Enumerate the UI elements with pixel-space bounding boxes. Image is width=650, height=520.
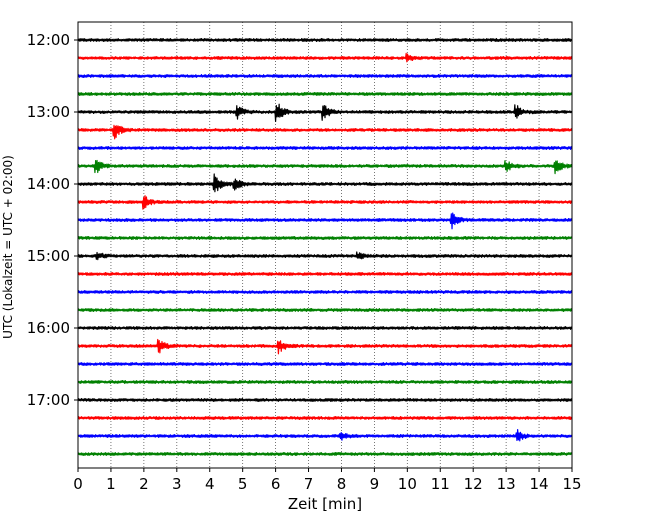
trace-1500 [77, 251, 573, 261]
seismic-traces [77, 38, 573, 456]
x-tick-label-3: 3 [172, 475, 182, 493]
trace-1730 [77, 428, 573, 442]
trace-1630 [77, 362, 573, 366]
trace-1745 [77, 452, 573, 456]
trace-1430 [77, 212, 573, 230]
plot-frame [77, 21, 573, 469]
grid-lines [110, 22, 540, 468]
trace-1600 [77, 326, 573, 330]
x-tick-label-7: 7 [304, 475, 314, 493]
y-tick-label-20: 17:00 [27, 391, 70, 409]
trace-1545 [77, 308, 573, 312]
y-tick-label-16: 16:00 [27, 319, 70, 337]
y-tick-label-0: 12:00 [27, 31, 70, 49]
x-tick-label-15: 15 [562, 475, 581, 493]
trace-1215 [77, 52, 573, 63]
x-tick-label-9: 9 [370, 475, 380, 493]
trace-1615 [77, 338, 573, 355]
x-tick-label-2: 2 [139, 475, 149, 493]
trace-1530 [77, 290, 573, 294]
y-tick-label-4: 13:00 [27, 103, 70, 121]
trace-1345 [77, 159, 573, 175]
y-tick-label-12: 15:00 [27, 247, 70, 265]
trace-1330 [77, 146, 573, 150]
trace-1515 [77, 272, 573, 276]
x-tick-label-10: 10 [398, 475, 417, 493]
trace-1300 [77, 103, 573, 123]
trace-1230 [77, 74, 573, 78]
x-tick-label-5: 5 [238, 475, 248, 493]
x-axis-ticks: 0 1 2 3 4 5 6 7 8 9 10 11 12 13 14 15 [73, 468, 582, 493]
trace-1315 [77, 124, 573, 140]
trace-1700 [77, 398, 573, 402]
x-tick-label-13: 13 [497, 475, 516, 493]
x-tick-label-14: 14 [530, 475, 549, 493]
y-axis-ticks: 12:00 13:00 14:00 15:00 16:00 17:00 [27, 31, 78, 409]
trace-1715 [77, 416, 573, 420]
y-tick-label-8: 14:00 [27, 175, 70, 193]
x-tick-label-0: 0 [73, 475, 83, 493]
x-tick-label-1: 1 [106, 475, 116, 493]
x-tick-label-12: 12 [464, 475, 483, 493]
y-axis-title: UTC (Lokalzeit = UTC + 02:00) [1, 155, 15, 339]
trace-1200 [77, 38, 573, 42]
trace-1645 [77, 380, 573, 384]
x-axis-title: Zeit [min] [288, 495, 362, 513]
trace-1400 [77, 173, 573, 193]
trace-1415 [77, 195, 573, 210]
trace-1445 [77, 236, 573, 240]
x-tick-label-6: 6 [271, 475, 281, 493]
x-tick-label-4: 4 [205, 475, 215, 493]
x-tick-label-11: 11 [431, 475, 450, 493]
x-tick-label-8: 8 [337, 475, 347, 493]
trace-1245 [77, 92, 573, 96]
